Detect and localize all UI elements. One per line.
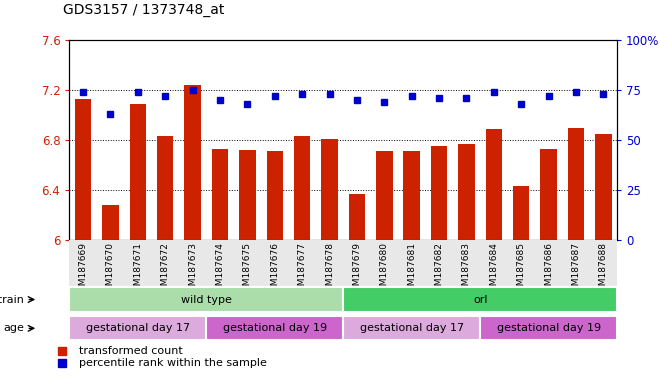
Bar xyxy=(294,136,310,240)
Bar xyxy=(267,151,283,240)
Bar xyxy=(69,316,206,341)
Bar xyxy=(69,240,617,286)
Text: GSM187670: GSM187670 xyxy=(106,242,115,297)
Bar xyxy=(458,144,475,240)
Bar xyxy=(102,205,119,240)
Text: GSM187679: GSM187679 xyxy=(352,242,362,297)
Bar xyxy=(568,127,584,240)
Text: GSM187675: GSM187675 xyxy=(243,242,252,297)
Bar xyxy=(376,151,393,240)
Bar xyxy=(480,316,617,341)
Text: GSM187683: GSM187683 xyxy=(462,242,471,297)
Text: GSM187686: GSM187686 xyxy=(544,242,553,297)
Text: GSM187684: GSM187684 xyxy=(489,242,498,297)
Text: GSM187677: GSM187677 xyxy=(298,242,307,297)
Text: orl: orl xyxy=(473,295,487,305)
Bar xyxy=(343,287,617,312)
Text: GSM187674: GSM187674 xyxy=(215,242,224,297)
Text: GDS3157 / 1373748_at: GDS3157 / 1373748_at xyxy=(63,3,224,17)
Bar xyxy=(343,316,480,341)
Text: GSM187685: GSM187685 xyxy=(517,242,526,297)
Text: GSM187669: GSM187669 xyxy=(79,242,88,297)
Bar xyxy=(207,316,343,341)
Bar xyxy=(157,136,174,240)
Text: GSM187681: GSM187681 xyxy=(407,242,416,297)
Bar xyxy=(212,149,228,240)
Bar xyxy=(541,149,557,240)
Text: strain: strain xyxy=(0,295,24,305)
Text: GSM187678: GSM187678 xyxy=(325,242,334,297)
Text: GSM187687: GSM187687 xyxy=(572,242,581,297)
Bar xyxy=(486,129,502,240)
Bar xyxy=(595,134,612,240)
Text: age: age xyxy=(3,323,24,333)
Text: gestational day 19: gestational day 19 xyxy=(222,323,327,333)
Text: percentile rank within the sample: percentile rank within the sample xyxy=(79,358,267,368)
Text: GSM187672: GSM187672 xyxy=(160,242,170,297)
Text: GSM187680: GSM187680 xyxy=(379,242,389,297)
Bar xyxy=(348,194,365,240)
Text: GSM187673: GSM187673 xyxy=(188,242,197,297)
Bar xyxy=(403,151,420,240)
Text: wild type: wild type xyxy=(181,295,232,305)
Bar xyxy=(69,287,343,312)
Text: GSM187682: GSM187682 xyxy=(434,242,444,297)
Text: GSM187676: GSM187676 xyxy=(270,242,279,297)
Bar xyxy=(431,146,447,240)
Text: GSM187671: GSM187671 xyxy=(133,242,143,297)
Bar xyxy=(513,186,529,240)
Text: gestational day 17: gestational day 17 xyxy=(86,323,190,333)
Bar xyxy=(239,150,255,240)
Text: gestational day 17: gestational day 17 xyxy=(360,323,464,333)
Text: transformed count: transformed count xyxy=(79,346,182,356)
Text: gestational day 19: gestational day 19 xyxy=(496,323,601,333)
Bar xyxy=(184,85,201,240)
Bar xyxy=(321,139,338,240)
Text: GSM187688: GSM187688 xyxy=(599,242,608,297)
Bar xyxy=(75,99,91,240)
Bar xyxy=(129,104,146,240)
